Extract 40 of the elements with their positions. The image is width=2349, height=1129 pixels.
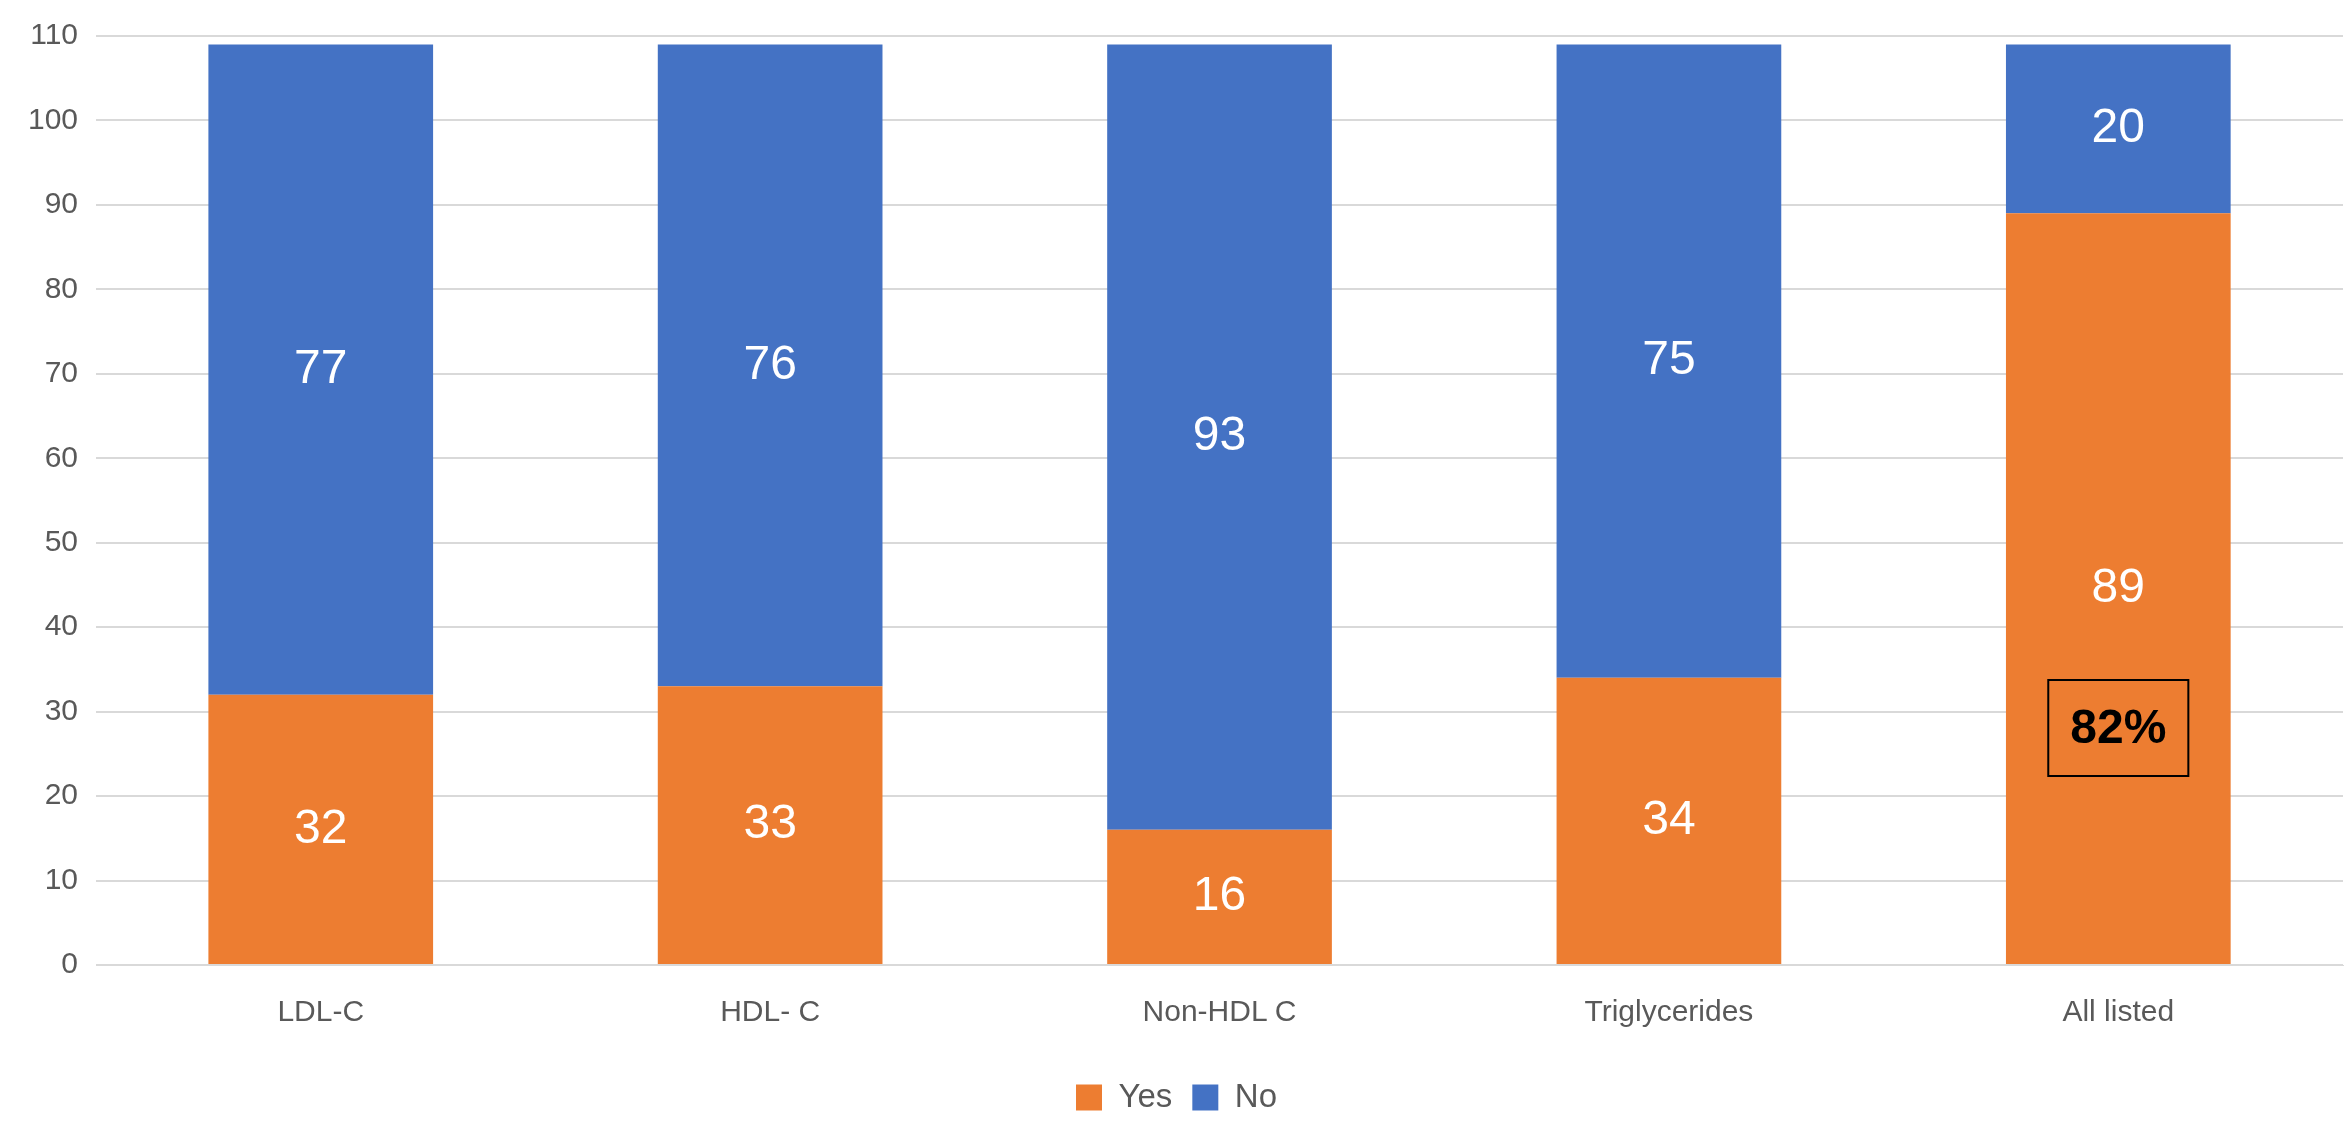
y-tick-label: 30 — [44, 692, 79, 726]
y-tick-label: 0 — [61, 946, 79, 980]
bar — [2005, 213, 2231, 964]
y-tick-label: 60 — [44, 439, 79, 473]
x-tick-label: All listed — [2062, 994, 2175, 1028]
bar — [208, 694, 434, 964]
data-label: 20 — [2091, 99, 2145, 153]
data-label: 75 — [1642, 331, 1696, 385]
y-tick-label: 100 — [27, 101, 79, 135]
y-tick-label: 20 — [44, 777, 79, 811]
bar — [657, 44, 883, 687]
y-tick-label: 50 — [44, 523, 79, 557]
y-tick-label: 90 — [44, 186, 79, 220]
x-tick-label: HDL- C — [720, 994, 821, 1028]
legend-label: Yes — [1118, 1076, 1173, 1114]
legend-label: No — [1234, 1076, 1278, 1114]
bar — [208, 44, 434, 695]
y-tick-label: 110 — [30, 17, 79, 51]
data-label: 16 — [1192, 867, 1247, 921]
x-tick-label: Triglycerides — [1584, 994, 1754, 1028]
bar — [1556, 44, 1782, 678]
data-label: 76 — [743, 335, 797, 389]
data-label: 89 — [2091, 558, 2145, 612]
y-tick-label: 80 — [44, 270, 79, 304]
annotation: 82% — [2070, 700, 2167, 754]
x-tick-label: LDL-C — [277, 994, 365, 1028]
bar — [1556, 677, 1782, 964]
y-tick-label: 40 — [44, 608, 79, 642]
x-tick-label: Non-HDL C — [1142, 994, 1297, 1028]
data-label: 93 — [1192, 407, 1247, 461]
bar — [1107, 829, 1332, 964]
data-label: 34 — [1642, 791, 1696, 845]
bar — [2005, 44, 2231, 214]
data-label: 77 — [294, 339, 348, 393]
y-tick-label: 70 — [44, 355, 79, 389]
data-label: 33 — [743, 795, 797, 849]
bar — [1107, 44, 1332, 830]
y-tick-label: 10 — [44, 861, 79, 895]
data-label: 32 — [294, 799, 348, 853]
bar — [657, 686, 883, 964]
